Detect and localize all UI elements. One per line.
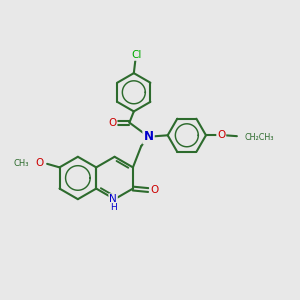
- Text: CH₃: CH₃: [14, 159, 29, 168]
- Text: N: N: [109, 194, 117, 204]
- Text: Cl: Cl: [132, 50, 142, 60]
- Text: CH₂CH₃: CH₂CH₃: [244, 133, 274, 142]
- Text: O: O: [108, 118, 116, 128]
- Text: O: O: [150, 185, 158, 195]
- Text: O: O: [35, 158, 43, 168]
- Text: N: N: [143, 130, 154, 143]
- Text: H: H: [110, 203, 116, 212]
- Text: O: O: [217, 130, 225, 140]
